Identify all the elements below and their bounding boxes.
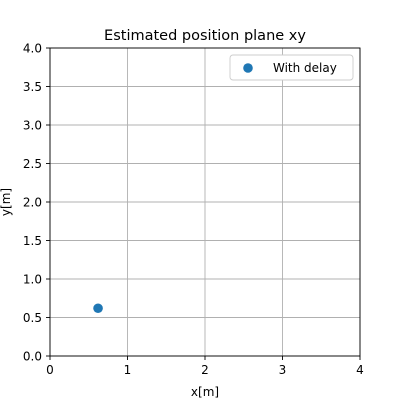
y-tick-label: 1.5: [23, 234, 42, 248]
axis-ticks: 0 1 2 3 4 0.0 0.5 1.0 1.5 2.0 2.5 3.0 3.5 4.0: [23, 42, 364, 378]
chart-title: Estimated position plane xy: [104, 28, 306, 44]
points: [93, 303, 103, 314]
legend: With delay: [229, 54, 354, 81]
y-tick-label: 0.5: [23, 311, 42, 325]
legend-box: [229, 54, 354, 81]
y-tick-label: 0.0: [23, 350, 42, 364]
scatter-point: [93, 303, 103, 314]
x-tick-label: 4: [356, 363, 364, 377]
x-tick-label: 1: [124, 363, 132, 377]
legend-label: With delay: [273, 61, 337, 75]
x-axis-label: x[m]: [191, 385, 219, 399]
y-tick-label: 2.5: [23, 157, 42, 171]
x-tick-label: 3: [279, 363, 287, 377]
y-tick-label: 1.0: [23, 273, 42, 287]
y-tick-label: 3.0: [23, 119, 42, 133]
x-tick-label: 2: [201, 363, 209, 377]
y-tick-label: 4.0: [23, 42, 42, 56]
legend-marker: [243, 63, 253, 73]
y-axis-label: y[m]: [0, 188, 13, 216]
y-tick-label: 2.0: [23, 196, 42, 210]
y-tick-label: 3.5: [23, 80, 42, 94]
x-tick-label: 0: [46, 363, 54, 377]
